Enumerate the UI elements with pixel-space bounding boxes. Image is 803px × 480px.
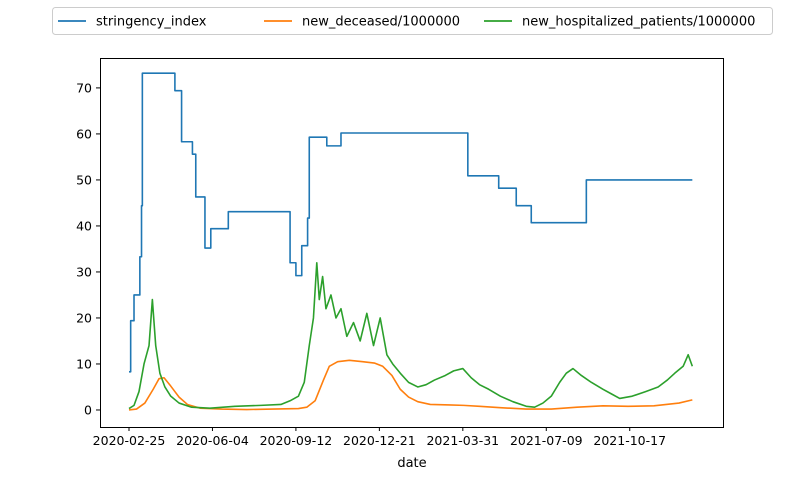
y-tick-label: 40: [76, 218, 92, 233]
series-line-new-hospitalized-patients-1000000: [128, 261, 694, 410]
series-layer: [128, 72, 694, 411]
y-tick-label: 50: [76, 172, 92, 187]
series-line-stringency-index: [129, 72, 693, 373]
y-tick-label: 60: [76, 126, 92, 141]
legend-label: stringency_index: [96, 15, 207, 30]
y-axis: 0 10 20 30 40 50 60 70: [76, 80, 100, 417]
y-tick-label: 10: [76, 356, 92, 371]
series-line-new-deceased-1000000: [128, 359, 693, 411]
x-tick-label: 2020-12-21: [343, 433, 416, 448]
y-tick-label: 30: [76, 264, 92, 279]
x-tick-label: 2021-10-17: [593, 433, 666, 448]
x-tick-label: 2021-07-09: [510, 433, 583, 448]
y-tick-label: 70: [76, 80, 92, 95]
plot-frame: [100, 58, 724, 428]
x-tick-label: 2021-03-31: [426, 433, 499, 448]
legend-label: new_hospitalized_patients/1000000: [522, 15, 755, 30]
x-tick-label: 2020-09-12: [260, 433, 333, 448]
y-tick-label: 20: [76, 310, 92, 325]
x-tick-label: 2020-06-04: [176, 433, 249, 448]
x-tick-label: 2020-02-25: [93, 433, 166, 448]
legend: stringency_index new_deceased/1000000 new_…: [52, 7, 773, 35]
legend-box: [52, 7, 773, 35]
legend-label: new_deceased/1000000: [302, 15, 460, 30]
y-tick-label: 0: [84, 402, 92, 417]
x-axis: 2020-02-25 2020-06-04 2020-09-12 2020-12-21…: [93, 427, 666, 448]
x-axis-label: date: [397, 456, 426, 471]
